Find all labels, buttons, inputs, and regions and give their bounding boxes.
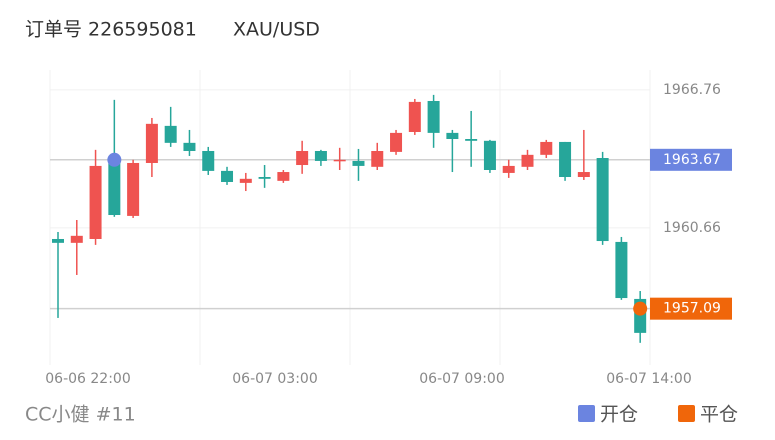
candle-body [70, 235, 83, 243]
candle-body [52, 238, 64, 243]
candle-body [145, 123, 158, 163]
candle-body [333, 159, 346, 162]
candle-body [127, 162, 140, 216]
legend-label: 平仓 [700, 404, 738, 426]
candle-body [352, 160, 365, 166]
candle-body [296, 150, 309, 166]
candle-body [221, 170, 234, 182]
legend-swatch [578, 405, 595, 422]
candle-body [483, 140, 496, 170]
candle-body [239, 178, 252, 183]
candle-body [183, 142, 196, 151]
candle-body [540, 141, 553, 155]
candle-body [596, 158, 609, 242]
price-tag-label: 1957.09 [663, 301, 721, 317]
candle-body [408, 101, 421, 132]
legend-label: 开仓 [600, 404, 638, 426]
price-tag-label: 1963.67 [663, 152, 721, 168]
x-tick-label: 06-07 14:00 [606, 371, 691, 387]
price-tag [650, 297, 732, 320]
x-tick-label: 06-07 03:00 [232, 371, 317, 387]
candle-body [258, 177, 271, 179]
order-number: 订单号 226595081 [25, 19, 197, 41]
candle-body [390, 132, 403, 152]
y-tick-label: 1966.76 [663, 82, 721, 98]
symbol: XAU/USD [233, 19, 320, 41]
candle-body [89, 165, 102, 239]
candle-body [465, 138, 478, 141]
candle-body [202, 150, 215, 171]
candle-body [521, 154, 534, 167]
candle-body [446, 132, 459, 139]
price-tag [650, 148, 732, 171]
candle-body [164, 125, 177, 143]
candle-body [615, 241, 628, 299]
trade-marker [633, 301, 648, 316]
candle-body [108, 162, 121, 216]
legend-swatch [678, 405, 695, 422]
y-tick-label: 1960.66 [663, 220, 721, 236]
candle-body [314, 150, 327, 161]
x-tick-label: 06-07 09:00 [419, 371, 504, 387]
x-tick-label: 06-06 22:00 [45, 371, 130, 387]
vertical-grid [49, 70, 651, 365]
candle-body [277, 172, 290, 181]
author: CC小健 #11 [25, 404, 136, 426]
trade-marker [107, 152, 122, 167]
candle-body [371, 150, 384, 167]
candle-body [559, 141, 572, 178]
candle-body [427, 100, 440, 133]
candle-body [577, 172, 590, 178]
candle-body [502, 165, 515, 173]
